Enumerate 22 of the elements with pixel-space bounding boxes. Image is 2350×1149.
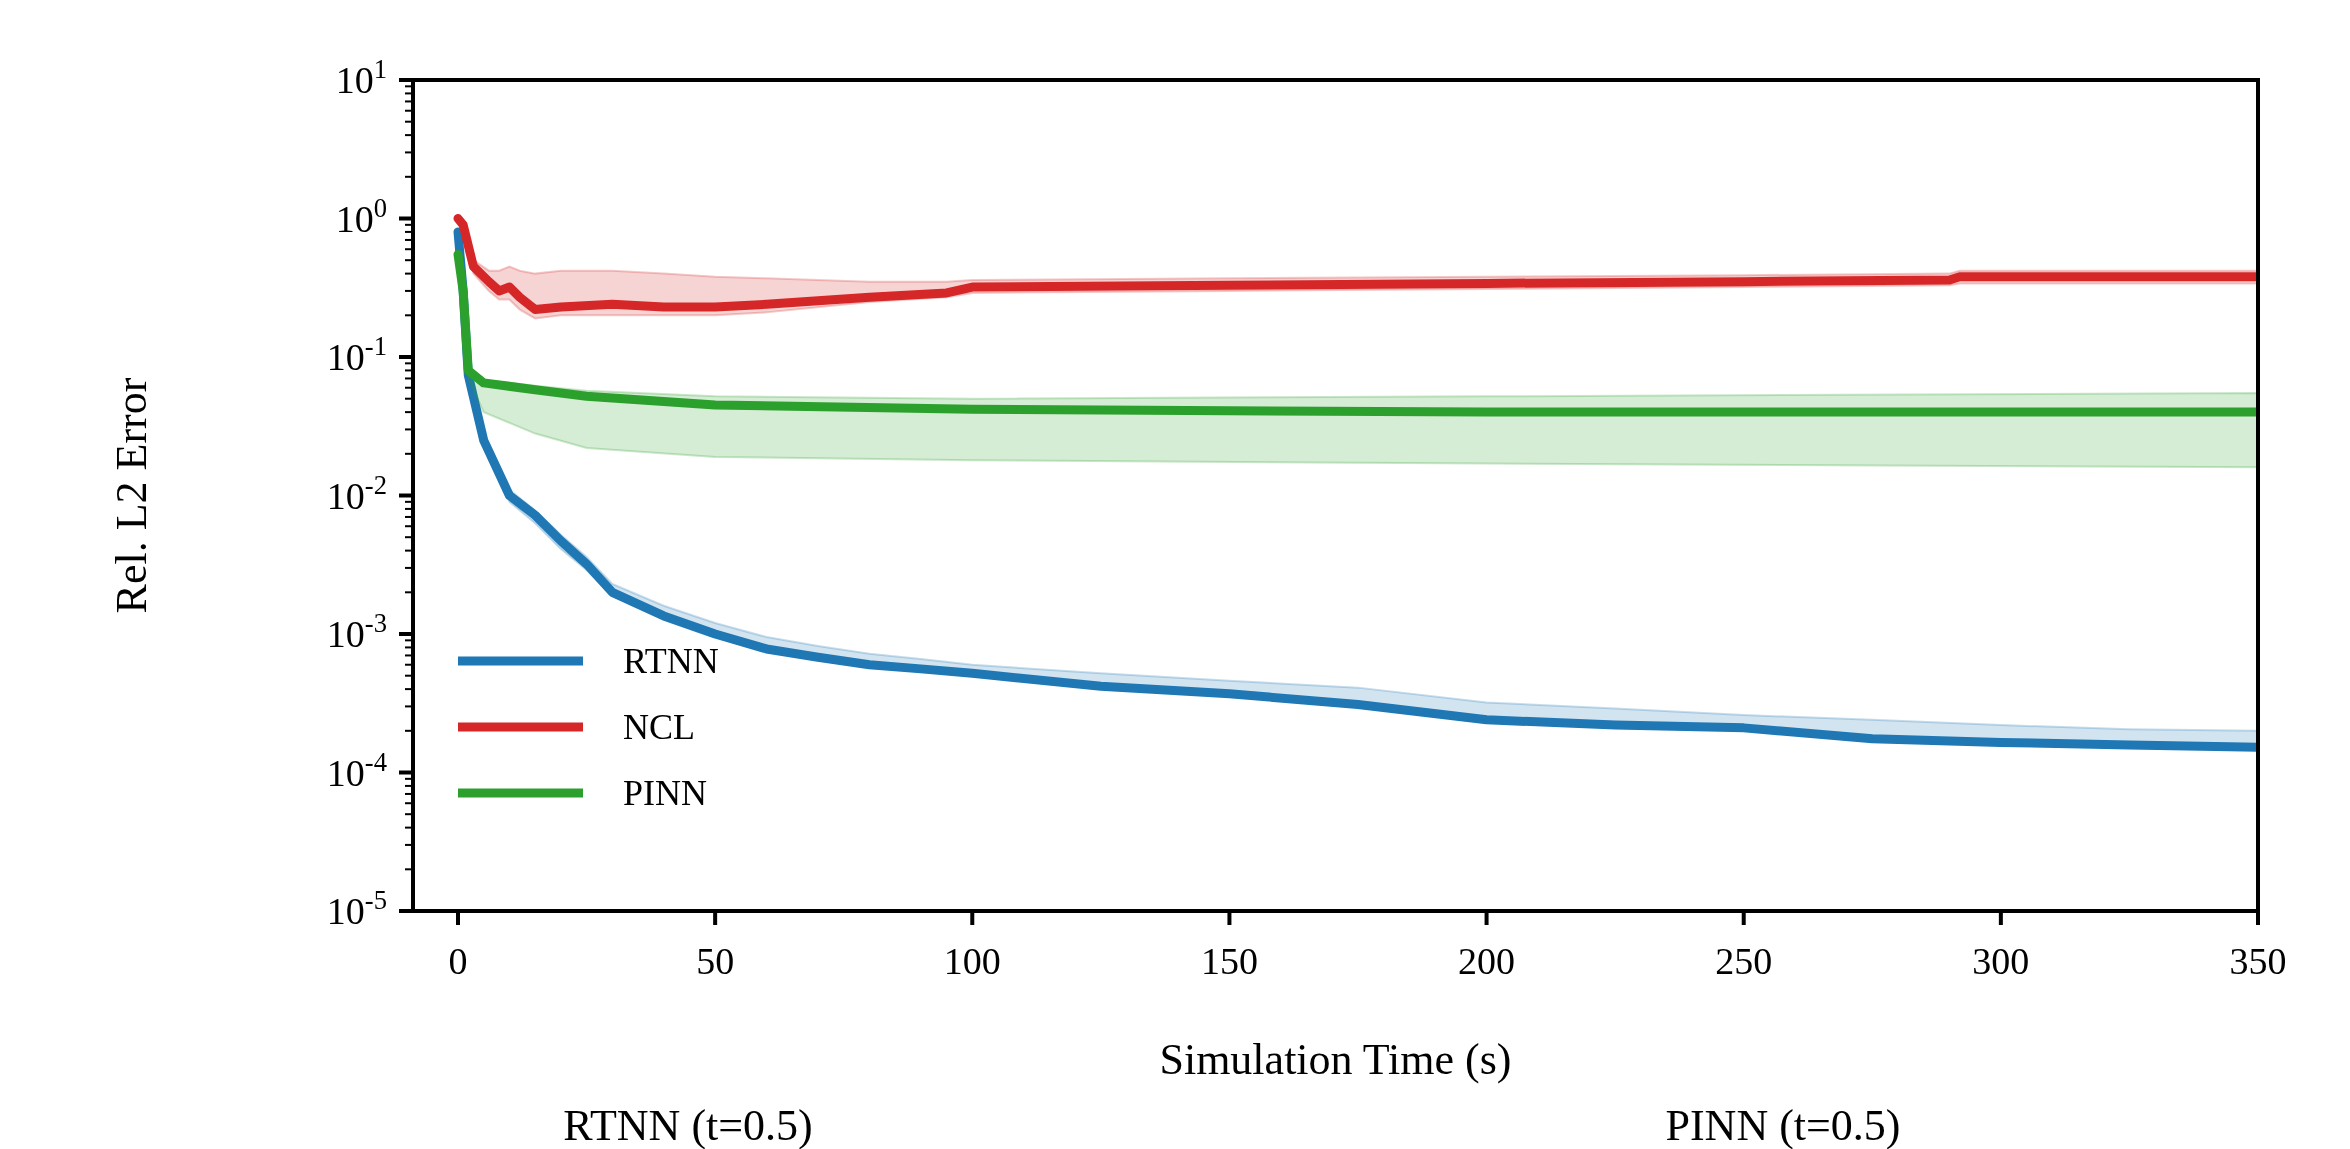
y-axis-title: Rel. L2 Error <box>107 377 156 614</box>
y-tick-label: 10$^{-1}$ <box>326 331 387 378</box>
x-tick-label: 300 <box>1972 940 2030 982</box>
y-tick-label: 10$^{-2}$ <box>326 469 387 517</box>
x-tick-label: 100 <box>943 940 1001 982</box>
x-tick-label: 350 <box>2229 940 2287 982</box>
legend-label: RTNN <box>623 641 719 681</box>
x-tick-label: 50 <box>696 940 735 982</box>
y-tick-label: 10$^{1}$ <box>335 54 387 101</box>
legend-label: NCL <box>623 707 695 747</box>
x-tick-label: 200 <box>1458 940 1516 982</box>
x-tick-label: 250 <box>1715 940 1773 982</box>
text: PINN (t=0.5) <box>1665 1101 1901 1149</box>
y-tick-label: 10$^{-5}$ <box>326 885 387 932</box>
y-tick-label: 10$^{-4}$ <box>326 746 387 794</box>
x-axis-title: Simulation Time (s) <box>1159 1035 1512 1084</box>
x-tick-label: 0 <box>448 940 468 982</box>
x-tick-label: 150 <box>1200 940 1258 982</box>
legend-label: PINN <box>623 773 708 813</box>
text: RTNN (t=0.5) <box>563 1101 813 1149</box>
y-tick-label: 10$^{0}$ <box>335 192 387 240</box>
y-tick-label: 10$^{-3}$ <box>326 608 387 655</box>
